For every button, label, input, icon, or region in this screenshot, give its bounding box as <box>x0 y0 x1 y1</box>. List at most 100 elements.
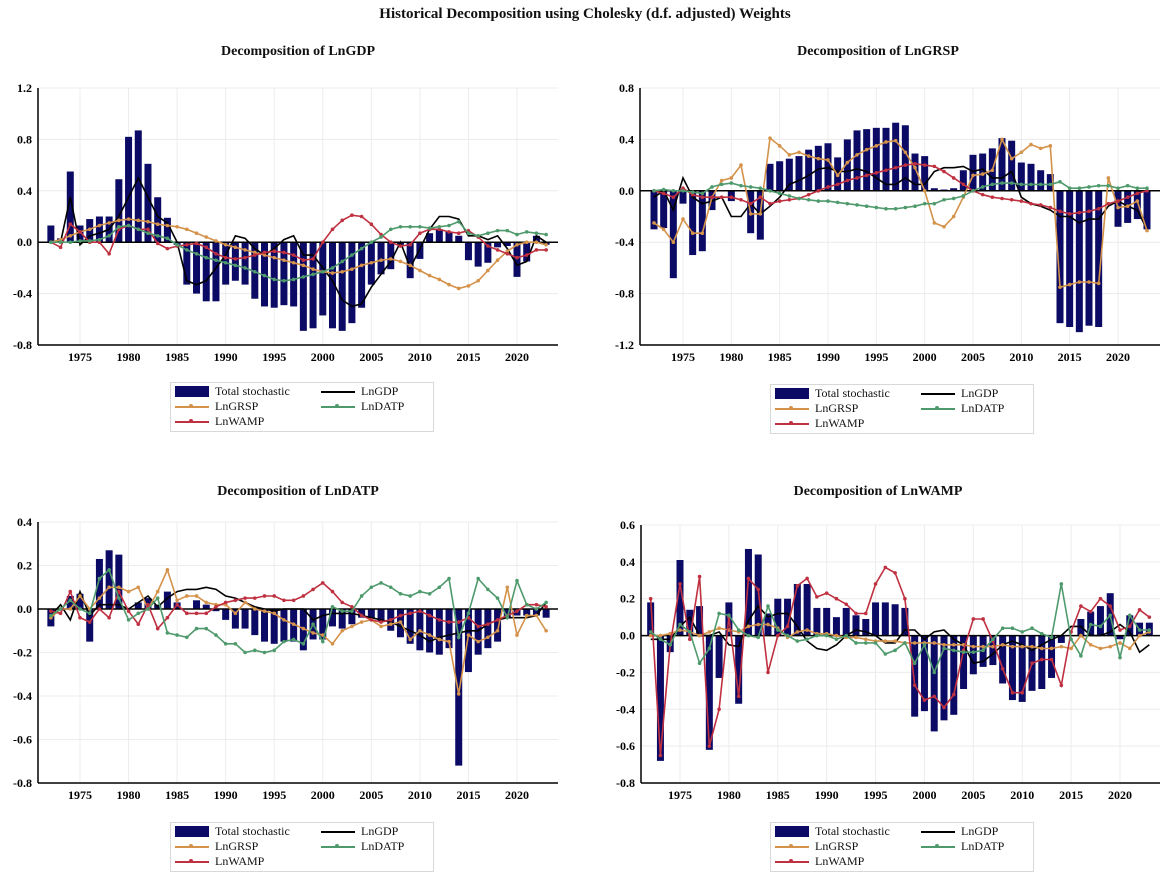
bar-total-stochastic <box>319 609 327 640</box>
bar-total-stochastic <box>76 593 84 609</box>
series-point-lnwamp <box>243 596 247 600</box>
series-point-lndatp <box>678 622 682 627</box>
x-tick-label: 1990 <box>214 788 238 802</box>
series-point-lndatp <box>942 197 946 202</box>
series-point-lngrsp <box>515 242 519 247</box>
legend-swatch-lngdp <box>921 392 955 395</box>
series-point-lngrsp <box>330 642 335 646</box>
series-point-lndatp <box>1069 637 1073 642</box>
series-point-lndatp <box>466 611 471 616</box>
series-point-lnwamp <box>1087 209 1091 214</box>
series-point-lnwamp <box>1118 628 1122 632</box>
series-point-lndatp <box>1145 186 1149 191</box>
series-point-lnwamp <box>795 584 800 588</box>
series-point-lndatp <box>301 275 306 279</box>
series-point-lnwamp <box>408 242 412 247</box>
y-tick-label: -0.2 <box>13 646 32 660</box>
legend-label-lngrsp: LnGRSP <box>215 839 259 853</box>
series-point-lnwamp <box>932 164 937 169</box>
y-tick-label: -0.4 <box>13 287 32 301</box>
series-point-lngrsp <box>1020 644 1025 649</box>
series-point-lnwamp <box>291 598 296 603</box>
series-point-lndatp <box>495 228 500 233</box>
series-point-lndatp <box>126 223 131 228</box>
series-point-lndatp <box>262 650 267 655</box>
bar-total-stochastic <box>1096 606 1104 636</box>
y-tick-label: -0.8 <box>616 776 635 790</box>
series-point-lndatp <box>990 182 995 187</box>
series-point-lndatp <box>1147 628 1152 632</box>
series-point-lnwamp <box>824 591 829 595</box>
series-point-lngrsp <box>893 639 897 643</box>
series-point-lngrsp <box>912 641 917 645</box>
series-point-lnwamp <box>855 176 859 180</box>
series-point-lngrsp <box>1059 644 1064 649</box>
legend-lngrsp: Total stochastic LnGDP LnGRSP LnDATP LnW… <box>770 384 1034 434</box>
series-point-lndatp <box>78 607 82 611</box>
series-point-lnwamp <box>233 257 238 261</box>
series-point-lngrsp <box>1067 282 1072 287</box>
series-point-lngrsp <box>1000 642 1005 647</box>
series-point-lngrsp <box>418 628 422 633</box>
legend-label-lndatp: LnDATP <box>361 839 405 853</box>
y-tick-label: -0.6 <box>616 739 635 753</box>
bar-total-stochastic <box>950 635 958 715</box>
series-point-lngrsp <box>746 624 751 629</box>
series-point-lnwamp <box>68 589 73 594</box>
series-point-lnwamp <box>681 186 685 191</box>
series-point-lndatp <box>719 182 724 187</box>
legend-item-lnwamp: LnWAMP <box>175 854 264 869</box>
x-tick-label: 1990 <box>214 350 238 364</box>
series-point-lnwamp <box>942 705 946 710</box>
series-point-lndatp <box>146 607 150 611</box>
bar-total-stochastic <box>193 242 201 294</box>
series-point-lngrsp <box>388 257 393 261</box>
bar-total-stochastic <box>969 154 977 191</box>
series-point-lndatp <box>661 187 666 192</box>
bar-total-stochastic <box>1057 635 1065 643</box>
series-point-lndatp <box>320 639 325 644</box>
chart-panel-2: -0.8 -0.6 -0.4 -0.2 0.0 0.2 0.4 1975 1980 1985 199… <box>13 515 558 802</box>
series-point-lnwamp <box>736 694 741 699</box>
series-point-lndatp <box>165 236 170 241</box>
series-point-lnwamp <box>1088 609 1093 614</box>
x-tick-label: 1975 <box>68 788 92 802</box>
y-tick-label: -0.4 <box>616 702 635 716</box>
series-point-lndatp <box>1077 186 1082 191</box>
series-point-lngrsp <box>330 271 335 275</box>
series-point-lnwamp <box>78 230 82 234</box>
series-point-lndatp <box>437 585 442 590</box>
series-point-lndatp <box>824 633 829 638</box>
bar-total-stochastic <box>464 609 472 673</box>
series-point-lngrsp <box>175 598 179 603</box>
series-point-lnwamp <box>505 251 510 256</box>
series-point-lnwamp <box>320 240 325 244</box>
series-line-lngrsp <box>50 567 547 694</box>
series-point-lnwamp <box>1020 690 1025 695</box>
series-point-lngrsp <box>155 222 160 227</box>
bar-total-stochastic <box>270 242 278 308</box>
series-point-lndatp <box>1125 183 1130 188</box>
bar-total-stochastic <box>735 635 743 704</box>
series-point-lndatp <box>165 631 170 635</box>
series-point-lngrsp <box>398 259 403 264</box>
series-point-lndatp <box>359 594 364 598</box>
series-point-lndatp <box>437 224 442 229</box>
series-point-lndatp <box>456 219 461 224</box>
series-point-lnwamp <box>282 250 286 255</box>
panel-title-lngrsp: Decomposition of LnGRSP <box>797 44 959 59</box>
series-point-lnwamp <box>1106 201 1111 206</box>
series-point-lndatp <box>243 266 247 270</box>
series-point-lndatp <box>282 639 286 644</box>
series-point-lnwamp <box>648 596 653 601</box>
series-point-lndatp <box>369 240 374 244</box>
series-point-lndatp <box>1020 630 1025 634</box>
series-point-lnwamp <box>961 182 966 187</box>
series-point-lndatp <box>777 191 782 196</box>
series-point-lnwamp <box>78 615 82 620</box>
series-line-lndatp <box>50 568 547 654</box>
bar-total-stochastic <box>445 231 453 243</box>
bar-total-stochastic <box>881 602 889 636</box>
legend-label-total: Total stochastic <box>815 824 890 838</box>
series-point-lnwamp <box>671 195 676 200</box>
